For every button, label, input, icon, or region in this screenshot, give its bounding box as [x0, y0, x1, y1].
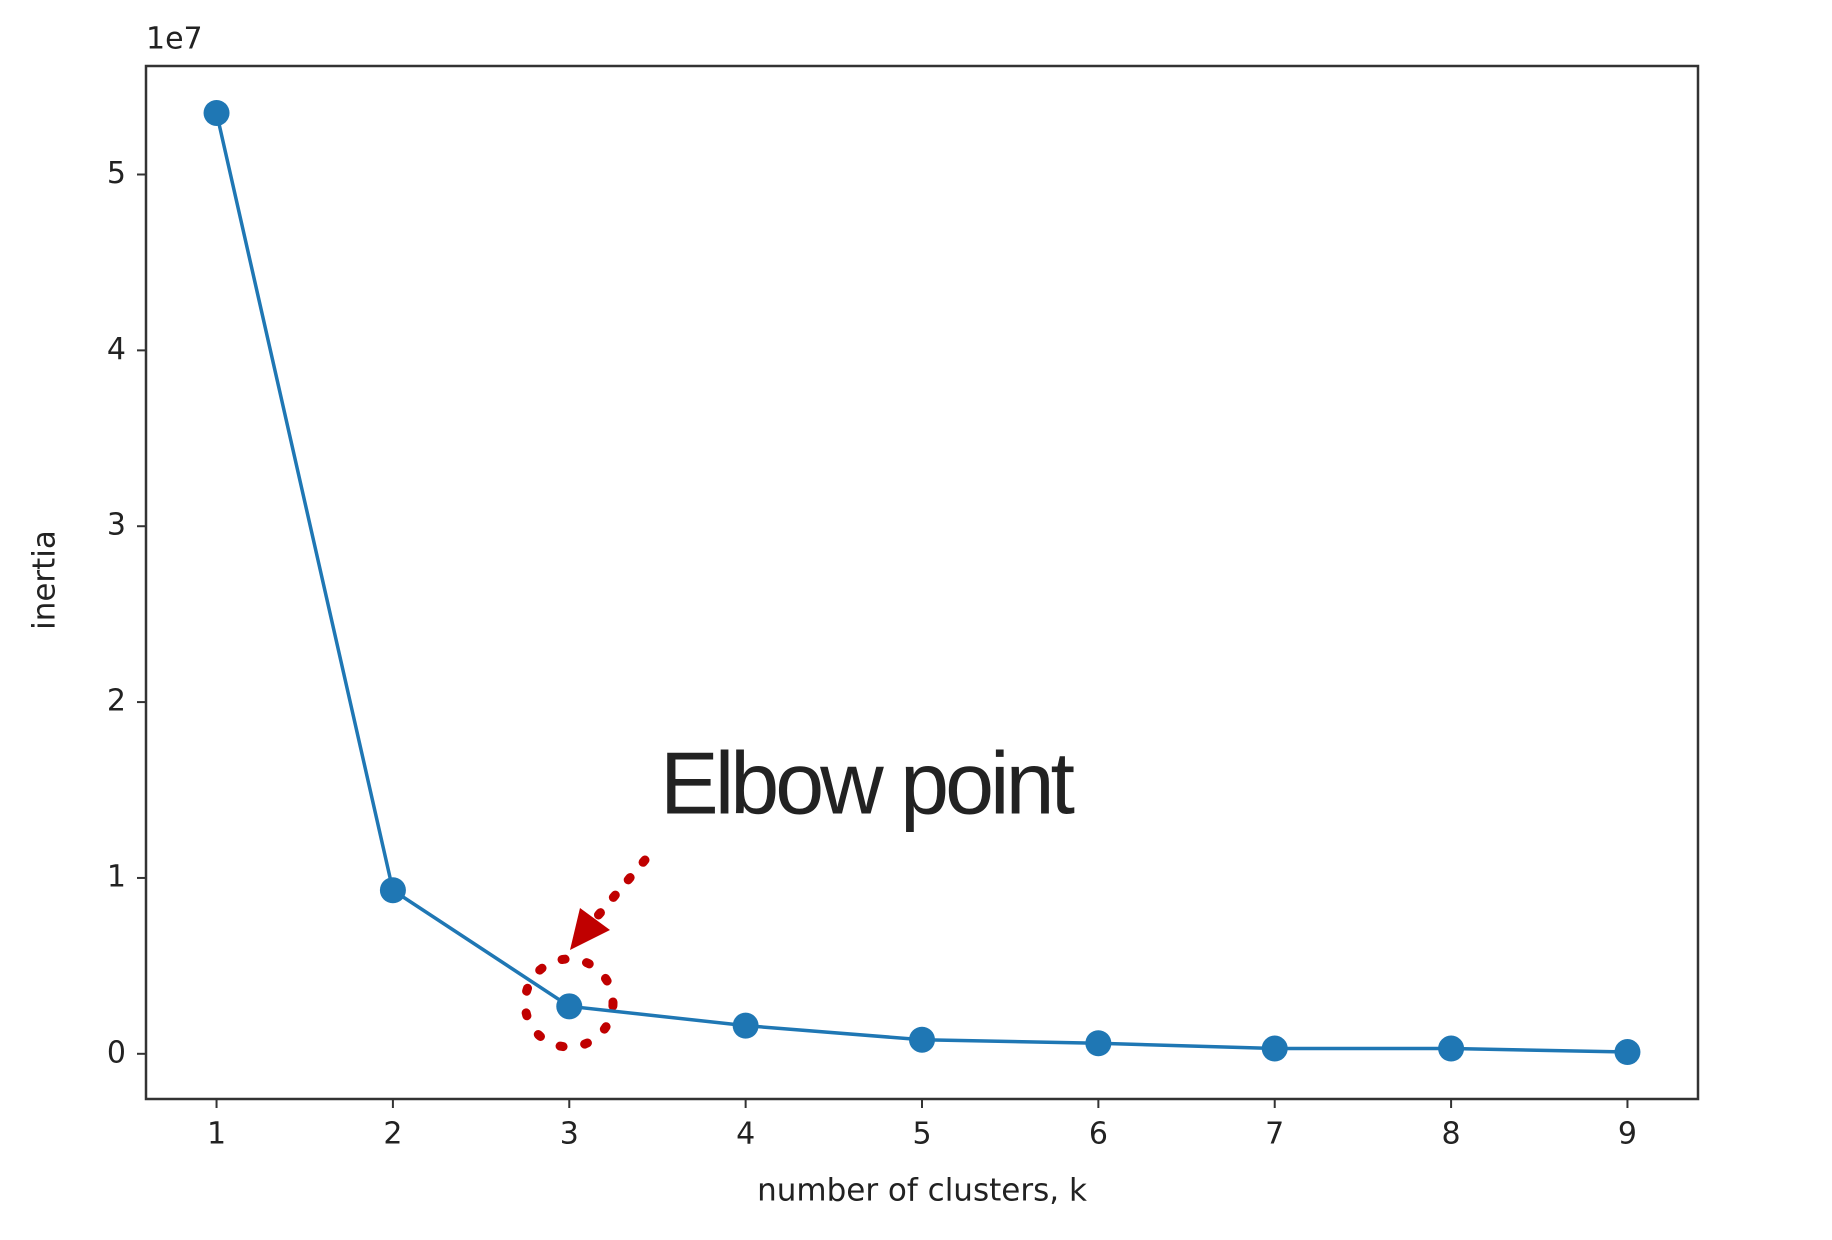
- y-tick-label: 3: [107, 508, 126, 543]
- y-tick-label: 1: [107, 859, 126, 894]
- offset-label: 1e7: [146, 22, 203, 57]
- data-point: [1438, 1035, 1465, 1062]
- y-tick-label: 0: [107, 1035, 126, 1070]
- data-point: [203, 99, 230, 126]
- x-tick-label: 9: [1618, 1117, 1637, 1152]
- data-line: [214, 112, 1628, 1054]
- data-point: [909, 1026, 935, 1053]
- data-point: [1614, 1039, 1641, 1066]
- x-tick-label: 8: [1442, 1117, 1461, 1152]
- x-tick-label: 2: [383, 1117, 402, 1152]
- annotation-text: Elbow point: [660, 733, 1075, 832]
- x-tick-label: 4: [736, 1117, 755, 1152]
- x-tick-label: 3: [560, 1117, 579, 1152]
- arrow-shaft: [585, 855, 650, 930]
- y-axis-label: inertia: [27, 530, 63, 630]
- x-tick-label: 6: [1089, 1117, 1108, 1152]
- x-tick-label: 1: [207, 1117, 226, 1152]
- x-tick-label: 7: [1265, 1117, 1284, 1152]
- data-point: [732, 1012, 759, 1039]
- annotation-marker: [520, 855, 650, 1052]
- y-tick-label: 4: [107, 332, 126, 367]
- elbow-circle: [520, 954, 618, 1052]
- x-tick-label: 5: [912, 1117, 931, 1152]
- plot-frame: [144, 64, 1700, 1101]
- arrow-head: [570, 908, 610, 950]
- data-point: [379, 877, 406, 904]
- y-tick-label: 5: [107, 156, 126, 191]
- data-point: [556, 993, 583, 1020]
- data-point: [1085, 1030, 1112, 1057]
- y-tick-label: 2: [107, 684, 126, 719]
- x-axis-label: number of clusters, k: [757, 1173, 1087, 1209]
- data-point: [1261, 1035, 1288, 1062]
